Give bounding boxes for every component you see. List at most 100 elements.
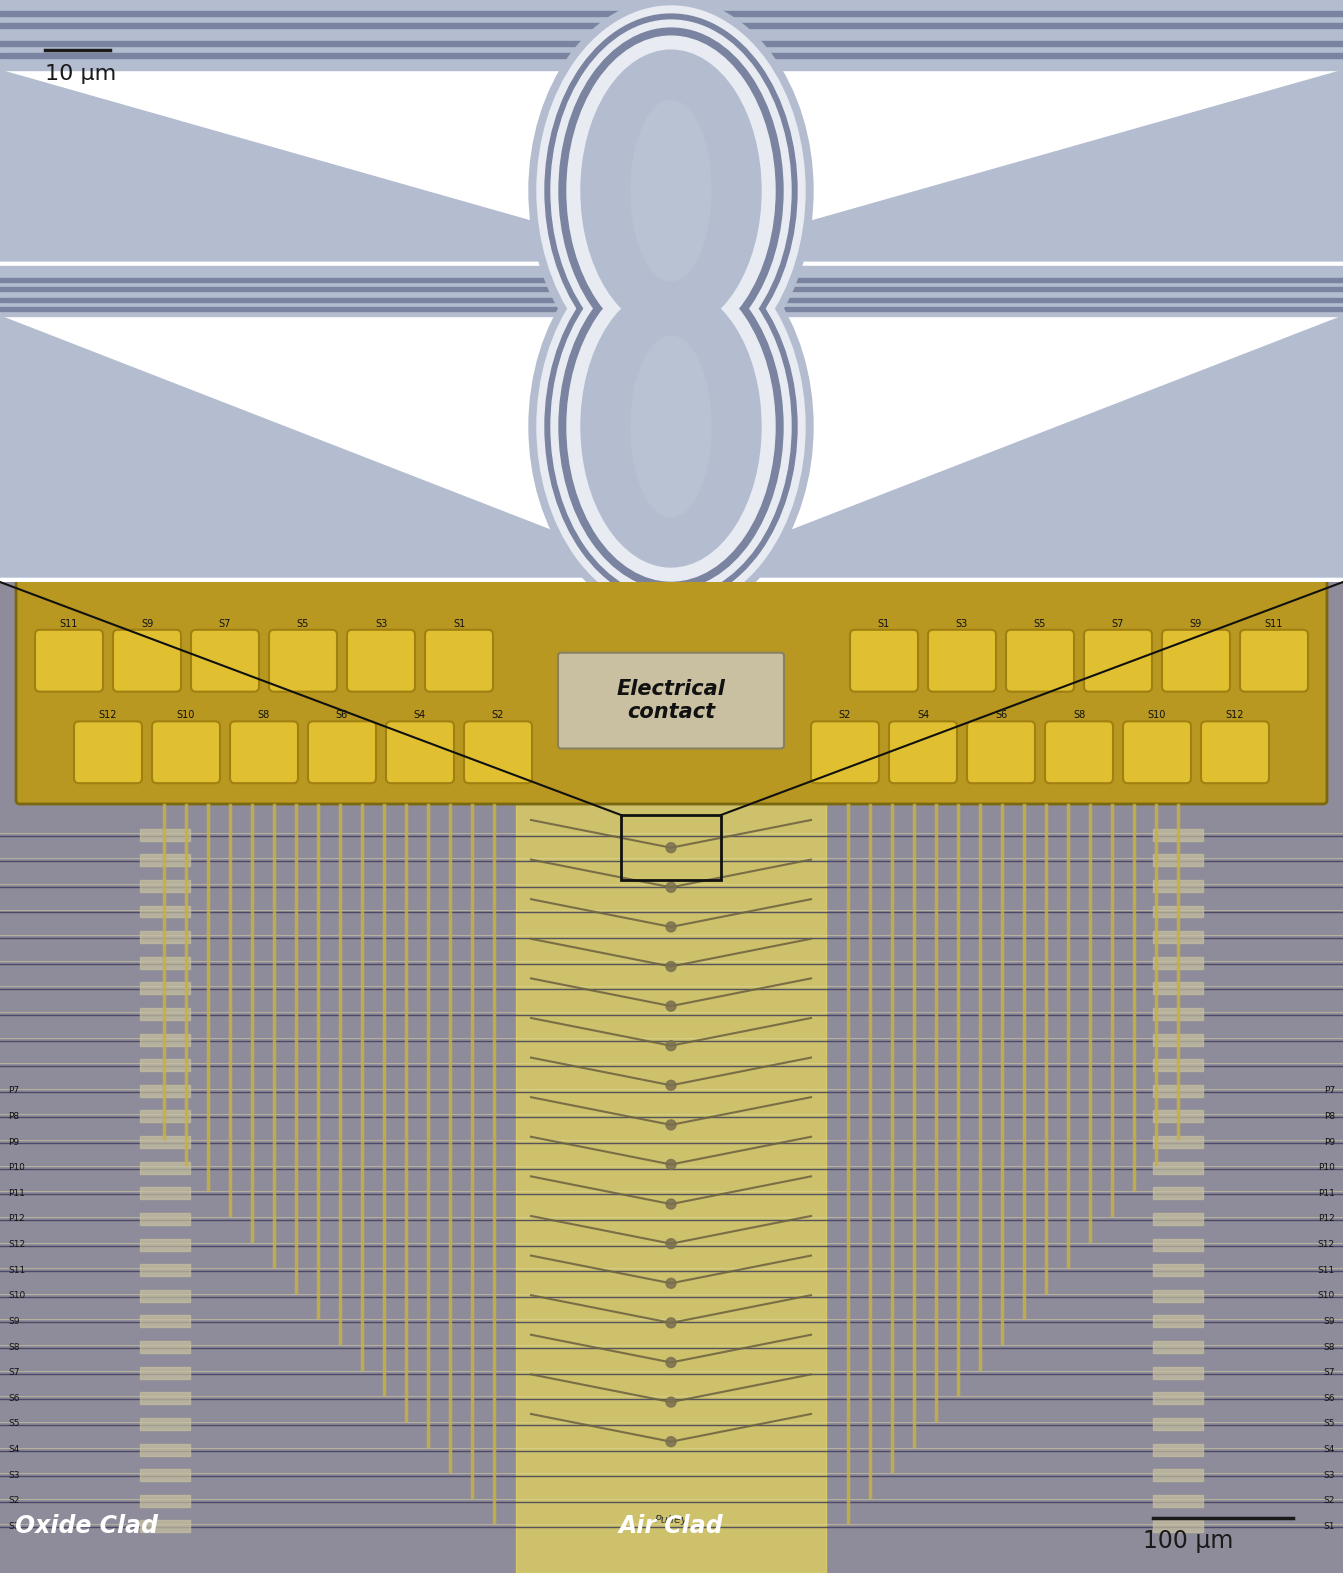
Text: S10: S10 [1148,711,1166,720]
Bar [140,1033,189,1046]
Text: Air Clad: Air Clad [619,1515,724,1538]
Bar [1154,1136,1203,1148]
Text: P9: P9 [8,1137,19,1147]
Bar [140,1008,189,1019]
Bar [1154,879,1203,892]
Text: P8: P8 [8,1112,19,1122]
Bar [0,286,1343,291]
Ellipse shape [582,50,761,332]
Bar [140,1085,189,1096]
Bar [140,1392,189,1405]
Bar [140,983,189,994]
FancyBboxPatch shape [35,629,103,692]
Text: S12: S12 [99,711,117,720]
Bar [140,1315,189,1328]
Bar [140,956,189,969]
Text: S9: S9 [1323,1317,1335,1326]
Bar [140,931,189,944]
Bar [0,266,1343,316]
Bar [0,11,1343,16]
Text: S6: S6 [336,711,348,720]
Text: S1: S1 [453,618,465,629]
Circle shape [666,1436,676,1447]
Bar [1154,906,1203,917]
Bar [0,24,1343,28]
Bar [140,879,189,892]
Text: Oxide Clad: Oxide Clad [15,1515,158,1538]
FancyBboxPatch shape [1240,629,1308,692]
Text: S6: S6 [8,1394,20,1403]
Text: S3: S3 [8,1471,20,1480]
FancyBboxPatch shape [191,629,259,692]
Text: S8: S8 [258,711,270,720]
Text: S8: S8 [1323,1343,1335,1351]
Bar [1154,983,1203,994]
FancyBboxPatch shape [424,629,493,692]
Circle shape [666,1000,676,1011]
FancyBboxPatch shape [152,722,220,783]
Text: S2: S2 [492,711,504,720]
Text: S5: S5 [8,1419,20,1428]
Ellipse shape [545,14,796,367]
Bar [1154,956,1203,969]
Text: S4: S4 [1324,1446,1335,1453]
Text: S7: S7 [1112,618,1124,629]
Text: S7: S7 [1323,1369,1335,1378]
Text: S3: S3 [1323,1471,1335,1480]
Bar [1154,1238,1203,1251]
Ellipse shape [631,101,710,282]
Text: S7: S7 [219,618,231,629]
FancyBboxPatch shape [1123,722,1191,783]
Ellipse shape [582,286,761,566]
Circle shape [666,1238,676,1249]
Bar [140,1059,189,1071]
FancyBboxPatch shape [1006,629,1074,692]
Bar [0,297,1343,302]
Bar [140,1367,189,1378]
Bar [1154,1367,1203,1378]
Bar [1154,1265,1203,1276]
Bar [140,1238,189,1251]
Bar [1154,1444,1203,1455]
FancyBboxPatch shape [889,722,958,783]
Bar [140,1188,189,1199]
FancyBboxPatch shape [967,722,1035,783]
Bar [1154,829,1203,840]
Text: S9: S9 [141,618,153,629]
Ellipse shape [545,250,796,602]
Circle shape [666,1318,676,1328]
Polygon shape [672,316,1343,577]
Bar [0,278,1343,282]
Bar [140,1444,189,1455]
Text: S10: S10 [1317,1291,1335,1301]
Bar [1154,854,1203,867]
Bar [1154,1059,1203,1071]
FancyBboxPatch shape [346,629,415,692]
Text: S6: S6 [995,711,1007,720]
Circle shape [666,1041,676,1051]
FancyBboxPatch shape [113,629,181,692]
Text: S4: S4 [917,711,929,720]
Bar [140,1136,189,1148]
Text: 100 μm: 100 μm [1143,1529,1233,1553]
Bar [0,307,1343,311]
Ellipse shape [529,234,813,620]
Text: S1: S1 [878,618,890,629]
Bar [140,1494,189,1507]
Text: S3: S3 [375,618,387,629]
Bar [1154,1342,1203,1353]
Bar [1154,1290,1203,1302]
FancyBboxPatch shape [385,722,454,783]
FancyBboxPatch shape [1162,629,1230,692]
Bar [140,1469,189,1482]
Text: S5: S5 [1323,1419,1335,1428]
Text: S8: S8 [1073,711,1085,720]
Bar [140,829,189,840]
Circle shape [666,1081,676,1090]
Text: S10: S10 [177,711,195,720]
FancyBboxPatch shape [928,629,997,692]
Bar [140,1290,189,1302]
Bar [140,1213,189,1225]
Bar [140,906,189,917]
Text: S11: S11 [1265,618,1283,629]
